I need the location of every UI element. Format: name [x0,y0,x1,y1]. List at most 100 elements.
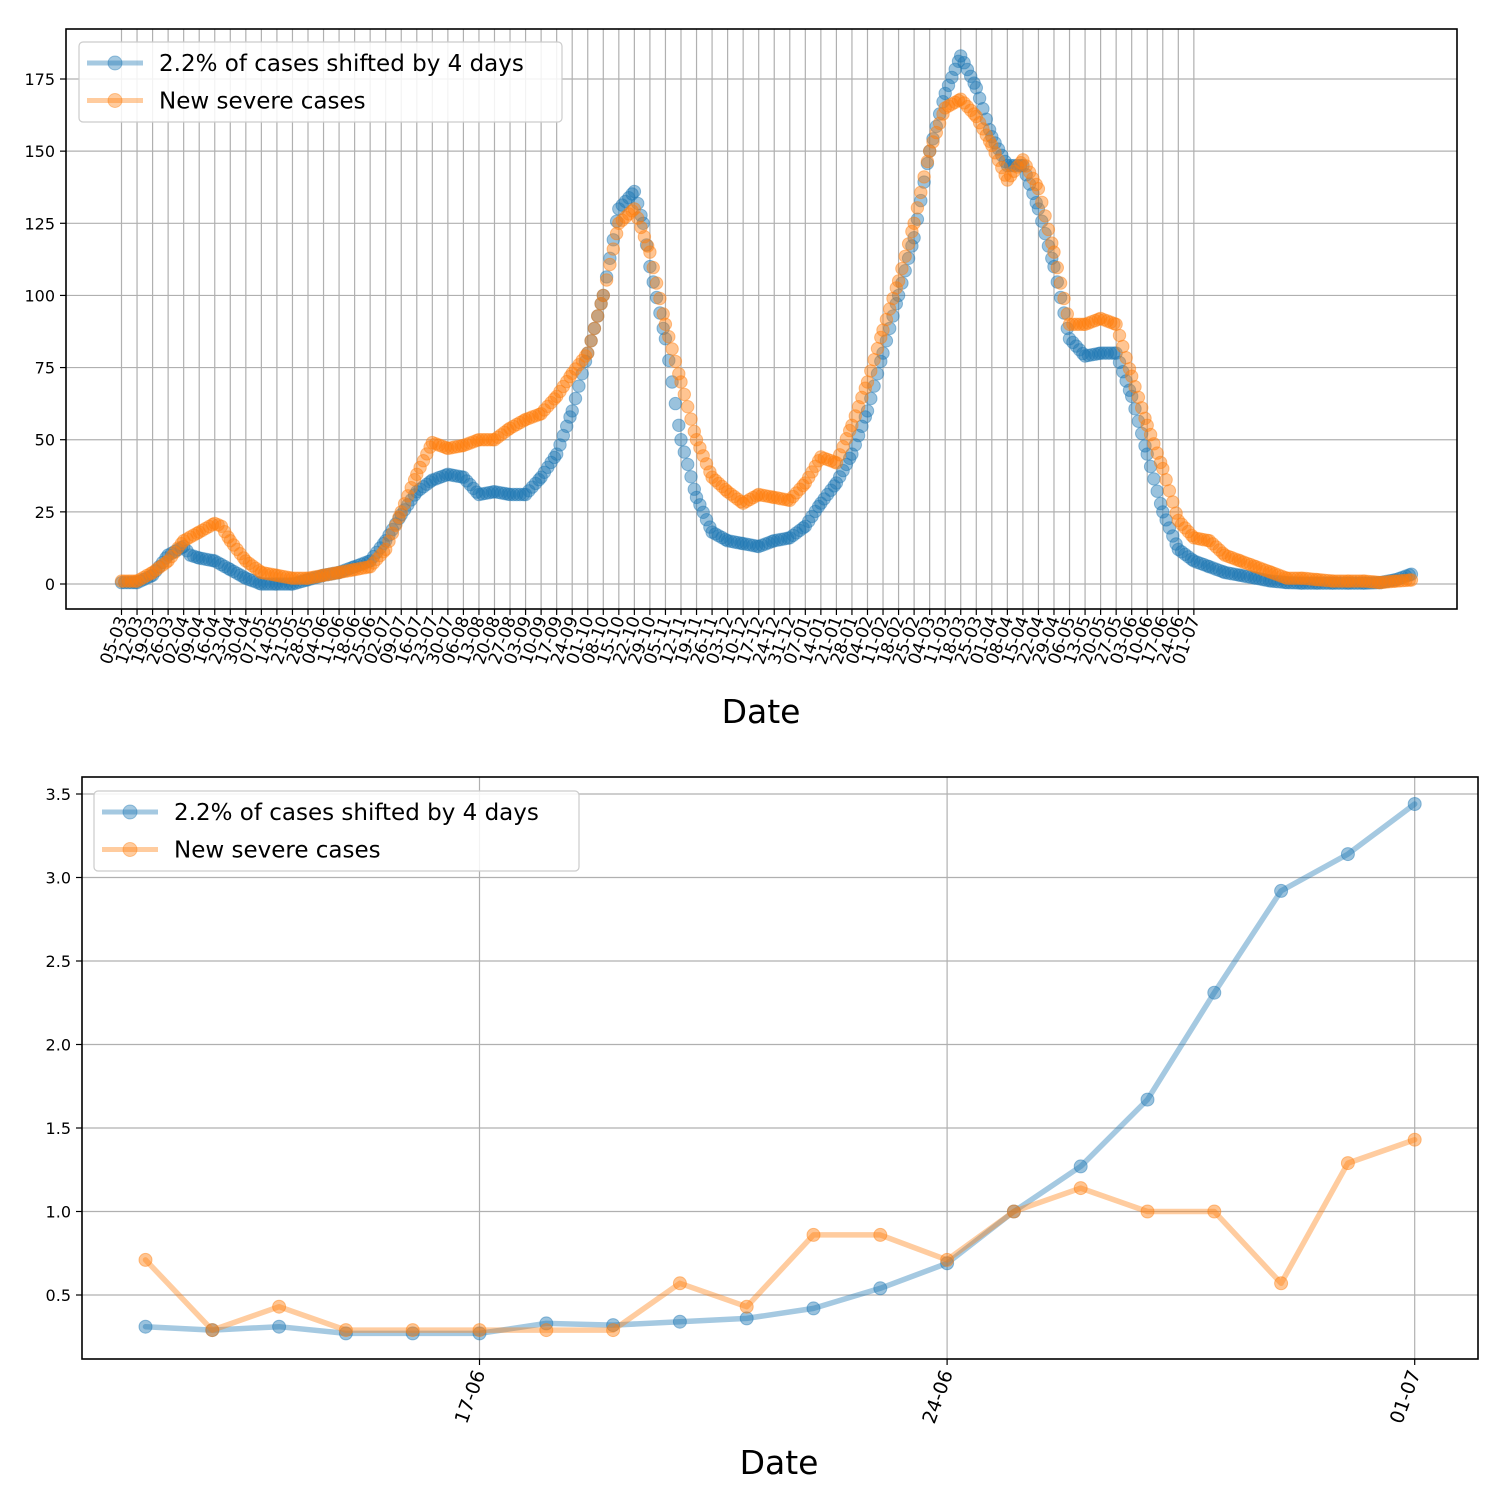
bottom-data-point [606,1318,621,1333]
top-data-point [491,430,505,444]
top-data-point [758,489,773,503]
top-data-point [283,571,297,585]
top-data-point [1116,365,1130,379]
top-data-point [280,577,294,591]
top-data-point [547,450,562,465]
top-data-point [1016,158,1030,173]
top-data-point [1274,569,1289,583]
top-data-point [354,557,368,571]
top-series-new-severe-cases [114,92,1419,590]
top-data-point [1340,576,1354,590]
top-data-point [1031,182,1046,196]
top-data-point [404,481,418,495]
top-data-point [379,542,393,557]
top-data-point [936,95,950,109]
top-data-point [991,142,1006,156]
top-data-point [1324,576,1339,590]
top-data-point [677,445,691,459]
top-data-point [689,433,704,447]
top-data-point [470,485,484,499]
top-data-point [1038,209,1052,223]
top-data-point [1029,177,1043,192]
top-data-point [361,555,375,569]
top-data-point [354,561,368,575]
top-data-point [1243,557,1258,572]
bottom-series-new-severe-cases [138,1132,1422,1338]
top-data-point [727,535,741,549]
top-data-point [1352,574,1367,588]
top-data-point [1212,563,1227,578]
top-data-point [581,346,595,360]
top-data-point [320,568,334,582]
top-data-point [528,476,543,491]
top-data-point [1209,540,1223,554]
top-data-point [843,423,857,438]
top-y-tick-label: 50 [35,431,55,450]
top-data-point [954,92,968,106]
top-data-point [827,455,841,469]
top-y-axis: 0 25 50 75 100 125 150 175 [24,70,66,594]
top-data-point [646,260,660,275]
top-data-point [270,568,284,582]
top-data-point [591,309,605,323]
top-data-point [1016,153,1030,167]
top-data-point [584,334,598,348]
top-data-point [689,490,704,505]
top-data-point [506,487,521,502]
top-data-point [1395,573,1410,588]
top-data-point [649,290,664,305]
top-data-point [264,577,279,591]
top-data-point [1299,576,1313,590]
bottom-data-point [739,1299,754,1314]
top-data-point [258,566,272,580]
top-data-point [898,249,912,263]
top-data-point [1076,346,1090,361]
legend-swatch-marker [122,842,138,857]
top-data-point [114,575,129,590]
top-series-shifted-cases [114,49,1419,591]
top-data-point [631,196,645,211]
bottom-data-point [672,1276,687,1291]
top-data-point [323,567,337,581]
top-y-tick-label: 125 [24,214,55,233]
top-data-point [357,561,372,575]
top-data-point [513,487,527,502]
top-data-point [1178,521,1192,535]
top-data-point [429,437,443,451]
top-data-point [936,107,950,121]
top-data-point [1389,574,1403,588]
top-data-point [715,530,729,545]
top-data-point [1305,576,1320,590]
top-data-point [982,123,997,137]
bottom-data-point [1006,1204,1021,1219]
bottom-series-line [142,801,1418,1337]
top-data-point [1000,158,1015,173]
top-data-point [699,513,714,527]
top-data-point [634,220,648,235]
top-data-point [1287,571,1301,585]
top-data-point [195,551,210,566]
top-data-point [339,563,353,577]
top-data-point [438,468,453,482]
top-data-point [503,421,517,435]
top-data-point [1078,349,1092,363]
top-data-point [879,334,894,348]
top-data-point [941,78,956,93]
top-data-point [938,101,952,115]
top-data-point [898,264,912,278]
top-data-point [236,551,251,565]
top-data-point [1153,496,1168,511]
top-data-point [967,107,981,121]
top-data-point [441,441,455,456]
top-data-point [870,341,885,356]
top-data-point [1078,317,1092,331]
top-data-point [720,534,735,548]
top-data-point [1171,513,1186,528]
top-data-point [401,489,415,503]
top-data-point [560,419,574,433]
top-data-point [864,391,878,406]
top-data-point [1019,168,1033,182]
top-y-tick-label: 75 [35,359,55,378]
top-data-point [351,558,365,573]
top-data-point [860,404,875,418]
